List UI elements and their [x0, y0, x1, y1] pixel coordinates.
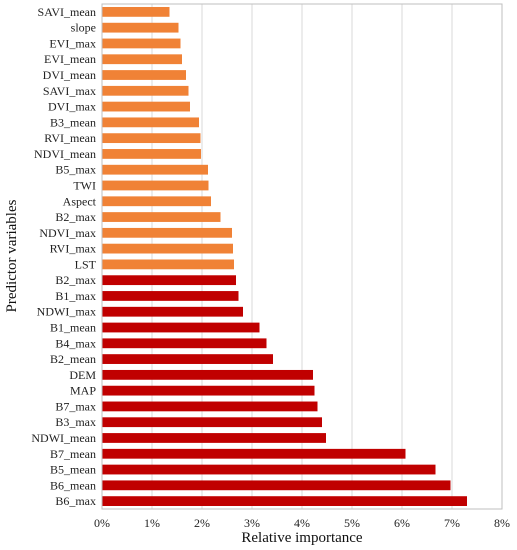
y-tick-label: B6_max — [55, 494, 96, 508]
x-tick-label: 3% — [244, 516, 260, 530]
bar-slope — [102, 22, 179, 33]
bar-b3-max — [102, 417, 322, 428]
bar-b2-mean — [102, 354, 273, 364]
y-tick-label: B6_mean — [50, 478, 96, 492]
bar-b4-max — [102, 338, 267, 349]
y-tick-label: B2_mean — [50, 352, 96, 366]
y-tick-label: B1_mean — [50, 321, 96, 335]
x-axis-title: Relative importance — [241, 530, 363, 546]
bar-b6-max — [102, 496, 467, 507]
bar-dvi-max — [102, 101, 190, 112]
y-tick-label: RVI_max — [50, 242, 96, 256]
y-tick-label: EVI_max — [49, 36, 96, 50]
bar-b1-max — [102, 291, 239, 301]
y-tick-label: NDVI_mean — [34, 147, 96, 161]
bar-savi-max — [102, 85, 189, 96]
bar-map — [102, 385, 315, 396]
y-tick-label: SAVI_max — [43, 84, 96, 98]
bar-dem — [102, 369, 313, 380]
bar-aspect — [102, 196, 211, 207]
y-tick-label: TWI — [73, 178, 96, 192]
bar-evi-mean — [102, 54, 182, 65]
y-tick-label: EVI_mean — [44, 52, 96, 66]
bar-dvi-mean — [102, 70, 186, 80]
bar-b2-max — [102, 212, 221, 222]
x-tick-label: 8% — [494, 516, 510, 530]
x-tick-label: 4% — [294, 516, 310, 530]
y-tick-label: DVI_mean — [43, 68, 96, 82]
bar-b7-max — [102, 401, 318, 412]
y-tick-label: SAVI_mean — [38, 5, 96, 19]
plot-frame — [101, 3, 503, 510]
x-tick-label: 1% — [144, 516, 160, 530]
y-tick-label: B1_max — [55, 289, 96, 303]
y-tick-label: B2_max — [55, 273, 96, 287]
y-axis-title: Predictor variables — [4, 199, 20, 312]
bar-b3-mean — [102, 117, 199, 128]
bar-b1-mean — [102, 322, 260, 333]
y-tick-label: RVI_mean — [44, 131, 96, 145]
x-tick-label: 7% — [444, 516, 460, 530]
y-tick-label: LST — [75, 257, 97, 271]
y-tick-label: NDVI_max — [39, 226, 96, 240]
bar-b5-max — [102, 164, 208, 175]
bar-savi-mean — [102, 6, 170, 17]
x-tick-label: 6% — [394, 516, 410, 530]
y-tick-label: B7_mean — [50, 447, 96, 461]
y-tick-label: B5_max — [55, 163, 96, 177]
y-tick-label: NDWI_max — [37, 305, 96, 319]
y-tick-label: B7_max — [55, 399, 96, 413]
y-tick-label: B3_mean — [50, 115, 96, 129]
y-tick-label: B4_max — [55, 336, 96, 350]
y-tick-label: MAP — [70, 384, 96, 398]
bar-ndvi-mean — [102, 149, 201, 159]
y-tick-label: slope — [71, 21, 96, 35]
bar-evi-max — [102, 38, 181, 49]
y-tick-label: Aspect — [63, 194, 97, 208]
bar-lst — [102, 259, 234, 270]
y-tick-label: B2_max — [55, 210, 96, 224]
bar-b5-mean — [102, 464, 436, 475]
x-tick-label: 2% — [194, 516, 210, 530]
bar-ndwi-max — [102, 306, 243, 317]
bar-rvi-mean — [102, 133, 201, 144]
bar-b2-max — [102, 275, 236, 286]
y-tick-label: B3_max — [55, 415, 96, 429]
x-tick-label: 5% — [344, 516, 360, 530]
bar-b7-mean — [102, 448, 406, 459]
x-tick-labels: 0% 1% 2% 3% 4% 5% 6% 7% 8% — [94, 516, 510, 530]
bar-rvi-max — [102, 243, 233, 254]
bars — [102, 6, 467, 507]
bar-twi — [102, 180, 209, 191]
bar-ndwi-mean — [102, 433, 326, 443]
y-tick-label: DEM — [69, 368, 96, 382]
y-tick-label: NDWI_mean — [31, 431, 96, 445]
bar-ndvi-max — [102, 227, 232, 238]
x-tick-label: 0% — [94, 516, 110, 530]
bar-b6-mean — [102, 480, 451, 491]
y-tick-label: B5_mean — [50, 463, 96, 477]
y-tick-label: DVI_max — [48, 100, 96, 114]
